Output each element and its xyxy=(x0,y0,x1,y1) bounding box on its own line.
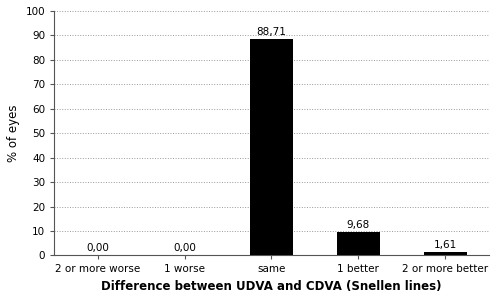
X-axis label: Difference between UDVA and CDVA (Snellen lines): Difference between UDVA and CDVA (Snelle… xyxy=(101,280,442,293)
Bar xyxy=(424,251,467,256)
Text: 1,61: 1,61 xyxy=(434,240,457,250)
Bar xyxy=(250,39,293,256)
Bar xyxy=(336,232,380,256)
Text: 0,00: 0,00 xyxy=(86,242,109,253)
Text: 0,00: 0,00 xyxy=(173,242,196,253)
Y-axis label: % of eyes: % of eyes xyxy=(7,104,20,162)
Text: 9,68: 9,68 xyxy=(346,220,370,230)
Text: 88,71: 88,71 xyxy=(256,27,286,37)
